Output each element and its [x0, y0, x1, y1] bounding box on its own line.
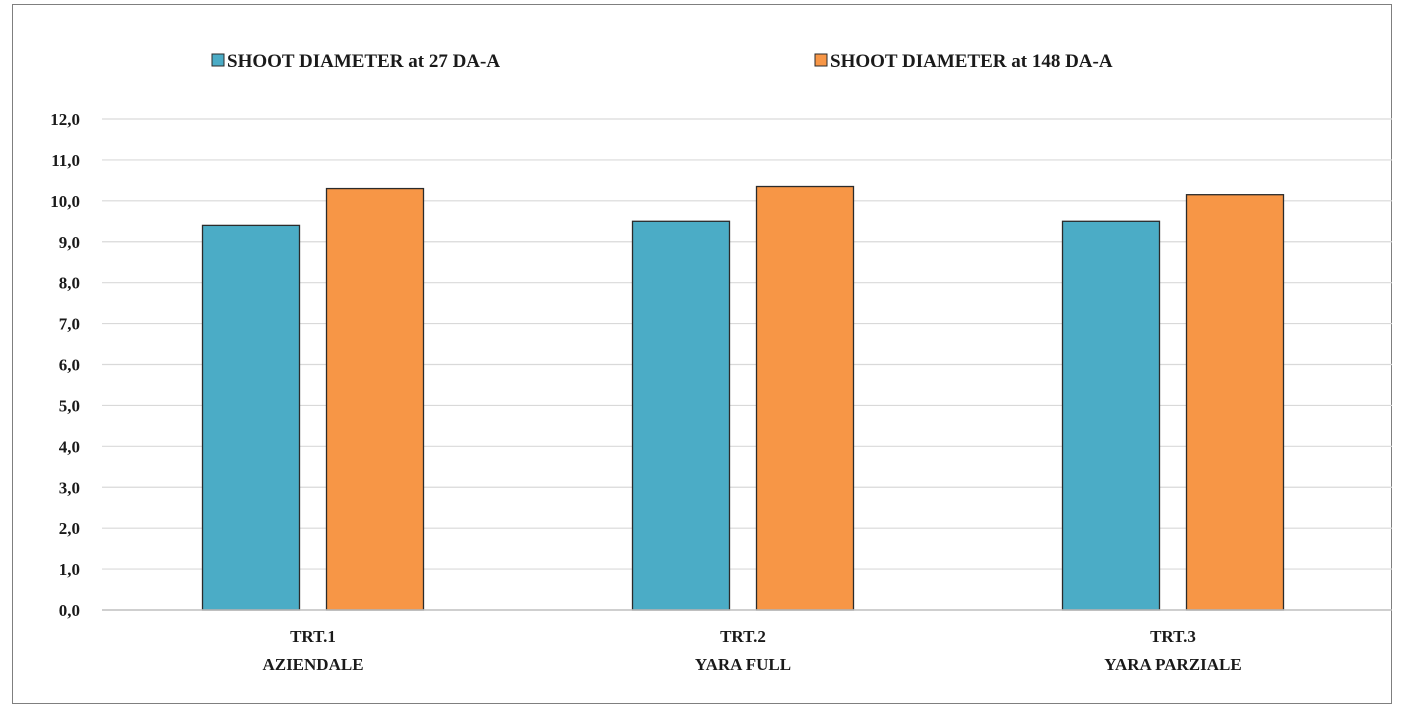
x-category-label: YARA FULL	[695, 655, 791, 674]
y-axis-tick-labels: 0,0 1,0 2,0 3,0 4,0 5,0 6,0 7,0 8,0 9,0 10,0 11,0 12…	[50, 110, 80, 620]
y-tick-label: 12,0	[50, 110, 80, 129]
bar-1-1	[201, 224, 301, 611]
bar-2-2	[755, 185, 855, 611]
x-axis-category-labels: TRT.1 AZIENDALE TRT.2 YARA FULL TRT.3 YARA PA…	[262, 627, 1241, 674]
y-tick-label: 0,0	[59, 601, 80, 620]
y-tick-label: 2,0	[59, 519, 80, 538]
gridlines	[102, 118, 1392, 570]
y-tick-label: 3,0	[59, 478, 80, 497]
bar-2-1	[325, 187, 425, 611]
legend-label-series-2: SHOOT DIAMETER at 148 DA-A	[830, 51, 1113, 72]
legend-swatch-series-1	[211, 53, 225, 67]
y-tick-label: 4,0	[59, 437, 80, 456]
bar-1-3	[1061, 220, 1161, 611]
x-category-label: TRT.3	[1150, 627, 1196, 646]
legend: SHOOT DIAMETER at 27 DA-A SHOOT DIAMETER…	[211, 51, 1113, 72]
y-tick-label: 8,0	[59, 274, 80, 293]
legend-swatch-series-2	[814, 53, 828, 67]
x-category-label: YARA PARZIALE	[1104, 655, 1241, 674]
x-category-label: TRT.1	[290, 627, 336, 646]
bar-2-3	[1185, 194, 1285, 611]
bar-1-2	[631, 220, 731, 611]
x-category-label: TRT.2	[720, 627, 766, 646]
x-category-label: AZIENDALE	[262, 655, 363, 674]
y-tick-label: 9,0	[59, 233, 80, 252]
legend-label-series-1: SHOOT DIAMETER at 27 DA-A	[227, 51, 500, 72]
y-tick-label: 5,0	[59, 396, 80, 415]
y-tick-label: 10,0	[50, 192, 80, 211]
y-tick-label: 6,0	[59, 356, 80, 375]
y-tick-label: 1,0	[59, 560, 80, 579]
y-tick-label: 11,0	[51, 151, 80, 170]
y-tick-label: 7,0	[59, 315, 80, 334]
bars	[201, 185, 1285, 611]
